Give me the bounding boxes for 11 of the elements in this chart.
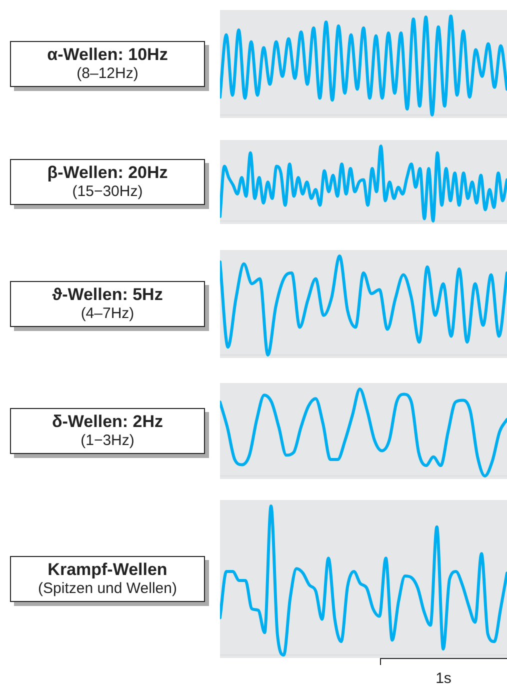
text: (8–12Hz)	[76, 65, 140, 82]
text: (15−30Hz)	[71, 183, 144, 200]
text: ϑ-Wellen: 5Hz	[51, 285, 164, 305]
text: (Spitzen und Wellen)	[37, 580, 178, 597]
text: (1−3Hz)	[80, 432, 136, 449]
text: (4–7Hz)	[80, 305, 136, 322]
text: 1s	[434, 670, 452, 687]
text: δ-Wellen: 2Hz	[50, 412, 164, 432]
text: β-Wellen: 20Hz	[46, 163, 169, 183]
text: Krampf-Wellen	[46, 560, 168, 580]
text: α-Wellen: 10Hz	[46, 45, 169, 65]
